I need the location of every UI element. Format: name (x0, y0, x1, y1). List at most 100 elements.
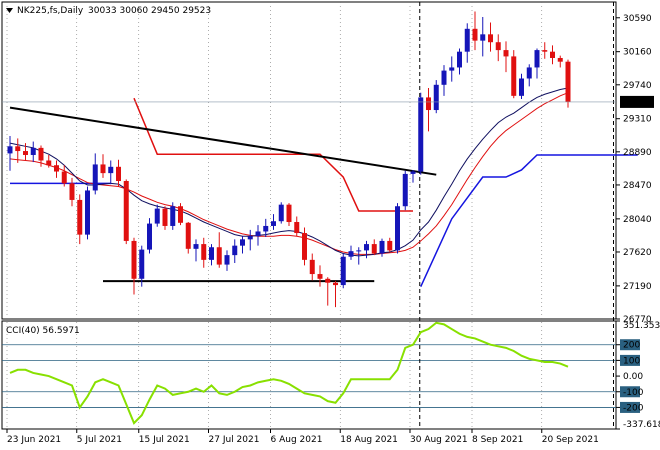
current-price-label: 29523 (623, 98, 652, 108)
candle-3 (30, 141, 36, 163)
candle-70 (550, 45, 555, 65)
candle-7 (61, 165, 67, 187)
price-tick-4: 28470 (623, 181, 652, 191)
candle-22 (178, 203, 183, 226)
candle-58 (457, 48, 462, 75)
cci-axis: 351.3536 200 100 0.00 -100 -200 -337.618 (616, 320, 660, 430)
candle-29 (232, 239, 238, 264)
candle-24 (193, 239, 199, 262)
candle-66 (519, 73, 524, 99)
cci-tick-0: 351.3536 (623, 321, 660, 331)
candle-28 (224, 250, 230, 271)
cci-tick-1: 200 (623, 341, 640, 351)
candle-26 (209, 244, 214, 266)
candle-38 (302, 227, 307, 266)
candle-27 (216, 232, 222, 268)
moving-average-fast (9, 87, 569, 257)
price-tick-6: 29310 (623, 115, 652, 125)
candle-33 (263, 218, 269, 237)
candle-37 (294, 216, 300, 237)
current-price-marker: 29523 (2, 95, 654, 108)
candle-72 (565, 59, 571, 108)
candle-47 (371, 239, 377, 256)
candle-43 (340, 253, 346, 289)
candle-32 (255, 225, 261, 246)
candle-56 (441, 65, 447, 96)
candle-8 (69, 177, 75, 207)
price-tick-9: 30590 (623, 14, 652, 24)
cci-tick-2: 100 (623, 356, 640, 366)
candle-49 (387, 237, 393, 252)
candle-42 (333, 281, 338, 308)
ichimoku-red-line (133, 97, 413, 212)
dropdown-triangle-icon[interactable] (6, 8, 13, 13)
candle-59 (464, 23, 470, 63)
candle-2 (23, 143, 28, 161)
symbol-label: NK225,fs,Daily (17, 6, 84, 16)
candle-14 (116, 159, 121, 187)
cci-tick-3: 0.00 (623, 372, 643, 382)
candle-57 (449, 56, 455, 82)
price-tick-3: 28040 (623, 215, 652, 225)
candle-41 (325, 277, 331, 306)
candle-40 (317, 265, 323, 287)
candle-68 (534, 48, 540, 79)
candle-54 (426, 87, 431, 132)
candle-9 (77, 194, 83, 245)
candle-55 (433, 80, 439, 114)
candle-20 (162, 206, 168, 230)
candle-39 (309, 253, 315, 281)
date-label-1: 5 Jul 2021 (77, 435, 122, 445)
candle-65 (511, 50, 517, 99)
candle-19 (154, 204, 160, 227)
candle-51 (402, 170, 408, 211)
candle-62 (488, 22, 493, 52)
moving-average-slow (9, 92, 569, 255)
candle-11 (92, 153, 98, 195)
ichimoku-blue-right (420, 154, 638, 287)
candle-13 (108, 160, 114, 185)
cci-tick-4: -100 (623, 388, 644, 398)
candle-69 (542, 42, 548, 59)
candle-50 (395, 203, 400, 254)
price-tick-2: 27620 (623, 248, 652, 258)
candle-4 (38, 145, 44, 167)
future-dashed-lines (419, 2, 614, 429)
candle-52 (410, 169, 416, 183)
candle-23 (185, 222, 191, 254)
date-label-5: 18 Aug 2021 (340, 435, 398, 445)
cci-level-lines (2, 344, 616, 408)
date-label-7: 8 Sep 2021 (472, 435, 523, 445)
price-tick-0: 26770 (623, 315, 652, 325)
candle-18 (147, 218, 152, 254)
cci-tick-5: -200 (623, 403, 644, 413)
candle-12 (100, 154, 106, 178)
candle-67 (526, 64, 532, 87)
price-tick-5: 28890 (623, 148, 652, 158)
ohlc-values: 30033 30060 29450 29523 (88, 6, 211, 16)
date-label-6: 30 Aug 2021 (410, 435, 468, 445)
candle-10 (85, 186, 90, 240)
date-label-4: 6 Aug 2021 (271, 435, 323, 445)
candle-15 (123, 179, 129, 245)
date-label-0: 23 Jun 2021 (7, 435, 61, 445)
price-panel-frame (1, 1, 617, 320)
candle-36 (286, 203, 292, 226)
date-label-3: 27 Jul 2021 (209, 435, 260, 445)
candle-34 (271, 214, 276, 230)
candle-21 (170, 202, 176, 230)
candle-71 (557, 55, 563, 68)
candle-30 (240, 236, 245, 254)
cci-label: CCI(40) 56.5971 (6, 326, 80, 336)
candlesticks (7, 11, 571, 308)
candle-6 (54, 160, 59, 178)
candle-17 (139, 245, 145, 287)
candle-45 (356, 247, 362, 265)
candle-48 (379, 238, 385, 257)
candle-1 (15, 138, 21, 163)
cci-panel-frame (1, 320, 617, 430)
candle-16 (131, 237, 137, 295)
candle-35 (278, 202, 284, 224)
trendline-top (9, 106, 437, 176)
